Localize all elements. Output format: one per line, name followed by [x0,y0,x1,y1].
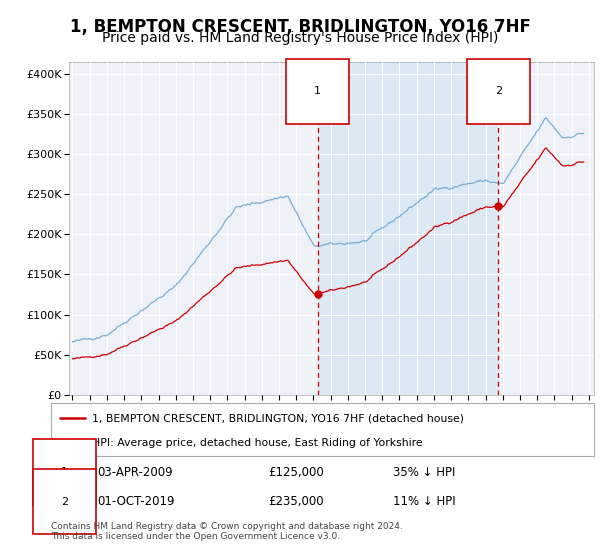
Text: Price paid vs. HM Land Registry's House Price Index (HPI): Price paid vs. HM Land Registry's House … [102,31,498,45]
Text: Contains HM Land Registry data © Crown copyright and database right 2024.
This d: Contains HM Land Registry data © Crown c… [51,522,403,542]
Text: £125,000: £125,000 [268,465,324,479]
Text: 35% ↓ HPI: 35% ↓ HPI [393,465,455,479]
Text: 1, BEMPTON CRESCENT, BRIDLINGTON, YO16 7HF (detached house): 1, BEMPTON CRESCENT, BRIDLINGTON, YO16 7… [92,413,464,423]
Text: 1: 1 [61,467,68,477]
Text: 2: 2 [61,497,68,507]
Text: 1: 1 [314,86,321,96]
Text: HPI: Average price, detached house, East Riding of Yorkshire: HPI: Average price, detached house, East… [92,438,422,448]
Text: £235,000: £235,000 [268,495,324,508]
Text: 11% ↓ HPI: 11% ↓ HPI [393,495,456,508]
Text: 03-APR-2009: 03-APR-2009 [97,465,173,479]
Bar [318,62,499,395]
Text: 2: 2 [495,86,502,96]
Text: 1, BEMPTON CRESCENT, BRIDLINGTON, YO16 7HF: 1, BEMPTON CRESCENT, BRIDLINGTON, YO16 7… [70,18,530,36]
Text: 01-OCT-2019: 01-OCT-2019 [97,495,175,508]
